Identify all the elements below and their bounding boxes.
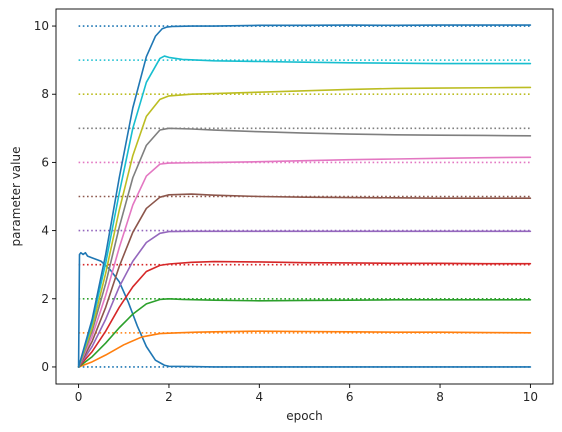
y-axis: 0 2 4 6 8 10 xyxy=(34,19,56,374)
x-axis-label: epoch xyxy=(286,409,323,423)
x-tick-label-5: 10 xyxy=(523,390,538,404)
series-lines xyxy=(77,24,532,368)
y-axis-label: parameter value xyxy=(9,147,23,247)
x-tick-label-4: 8 xyxy=(436,390,444,404)
y-tick-label-5: 10 xyxy=(34,19,49,33)
series-line-3 xyxy=(77,260,532,368)
series-line-1 xyxy=(77,330,532,368)
y-tick-label-1: 2 xyxy=(41,292,49,306)
series-line-0 xyxy=(77,251,532,368)
y-tick-label-3: 6 xyxy=(41,155,49,169)
series-line-9 xyxy=(77,55,532,368)
series-line-2 xyxy=(77,297,532,368)
x-tick-label-1: 2 xyxy=(165,390,173,404)
x-axis: 0 2 4 6 8 10 xyxy=(75,384,538,404)
series-line-8 xyxy=(77,86,532,368)
series-line-7 xyxy=(77,127,532,368)
y-tick-label-4: 8 xyxy=(41,87,49,101)
series-line-4 xyxy=(77,230,532,368)
x-tick-label-0: 0 xyxy=(75,390,83,404)
series-line-6 xyxy=(77,156,532,368)
series-line-10 xyxy=(77,24,532,368)
x-tick-label-3: 6 xyxy=(346,390,354,404)
y-tick-label-2: 4 xyxy=(41,224,49,238)
plot-frame xyxy=(55,8,554,385)
y-tick-label-0: 0 xyxy=(41,360,49,374)
series-line-5 xyxy=(77,193,532,368)
x-tick-label-2: 4 xyxy=(255,390,263,404)
